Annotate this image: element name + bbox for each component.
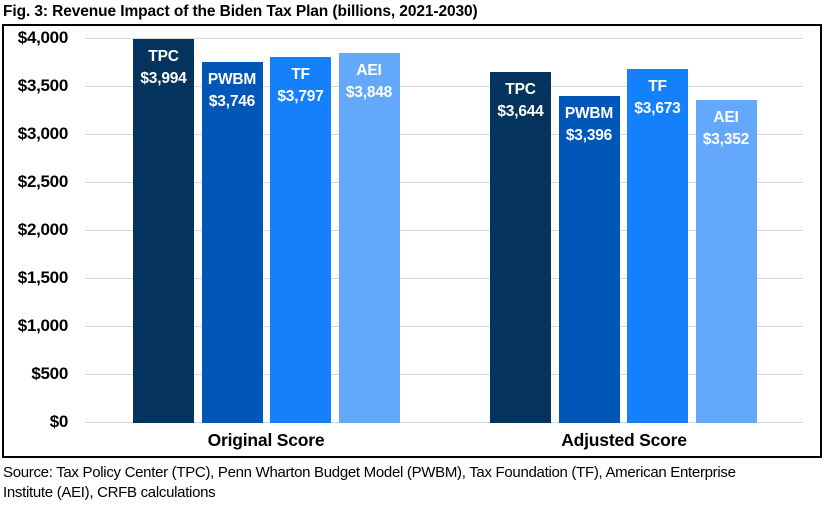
chart-title: Fig. 3: Revenue Impact of the Biden Tax …: [3, 3, 478, 20]
gridline: [85, 422, 803, 423]
gridline: [85, 38, 803, 39]
y-axis-tick-label: $3,500: [17, 76, 69, 95]
y-axis-tick-label: $2,500: [17, 172, 69, 191]
y-axis-tick-label: $0: [49, 412, 69, 431]
bar-series-label: TF: [291, 66, 310, 83]
gridline: [85, 326, 803, 327]
gridline: [85, 134, 803, 135]
source-note-line-2: Institute (AEI), CRFB calculations: [3, 483, 216, 501]
bar-value-label: $3,352: [702, 131, 750, 148]
bar-pwbm-original-score: PWBM $3,746: [201, 62, 263, 423]
y-axis-tick-label: $2,000: [17, 220, 69, 239]
bar-series-label: TPC: [505, 81, 536, 98]
gridline: [85, 86, 803, 87]
bar-value-label: $3,994: [140, 70, 187, 87]
category-label-adjusted-score: Adjusted Score: [561, 430, 687, 450]
bar-series-label: AEI: [713, 109, 739, 126]
bar-series-label: TF: [648, 78, 667, 95]
bar-tpc-original-score: TPC $3,994: [133, 39, 194, 423]
y-axis-tick-label: $1,000: [17, 316, 69, 335]
plot-layer: $4,000 $3,500 $3,000 $2,500 $2,000 $1,500 $1,0…: [4, 26, 820, 456]
bar-value-label: $3,797: [277, 88, 324, 105]
y-axis-tick-label: $1,500: [17, 268, 69, 287]
bar-tf-original-score: TF $3,797: [270, 57, 331, 423]
bar-series-label: AEI: [356, 62, 382, 79]
gridline: [85, 374, 803, 375]
chart-plot-area: $4,000 $3,500 $3,000 $2,500 $2,000 $1,500 $1,0…: [2, 24, 822, 458]
bar-value-label: $3,673: [634, 100, 681, 117]
gridline: [85, 278, 803, 279]
bar-value-label: $3,746: [208, 93, 256, 110]
bar-aei-adjusted-score: AEI $3,352: [695, 100, 757, 423]
bar-series-label: TPC: [148, 48, 179, 65]
bar-value-label: $3,848: [345, 84, 393, 101]
bar-pwbm-adjusted-score: PWBM $3,396: [558, 96, 620, 423]
bar-tf-adjusted-score: TF $3,673: [627, 69, 688, 423]
y-axis-tick-label: $4,000: [17, 28, 69, 47]
bar-value-label: $3,396: [565, 127, 613, 144]
source-note-line-1: Source: Tax Policy Center (TPC), Penn Wh…: [3, 464, 736, 481]
category-label-original-score: Original Score: [207, 430, 325, 450]
bar-tpc-adjusted-score: TPC $3,644: [490, 72, 551, 423]
source-note: Source: Tax Policy Center (TPC), Penn Wh…: [3, 463, 736, 502]
bar-value-label: $3,644: [497, 103, 544, 120]
gridline: [85, 230, 803, 231]
y-axis-tick-label: $3,000: [17, 124, 69, 143]
bar-series-label: PWBM: [207, 71, 257, 88]
y-axis-tick-label: $500: [31, 364, 68, 383]
bar-aei-original-score: AEI $3,848: [338, 53, 400, 423]
bar-series-label: PWBM: [564, 105, 614, 122]
gridline: [85, 182, 803, 183]
